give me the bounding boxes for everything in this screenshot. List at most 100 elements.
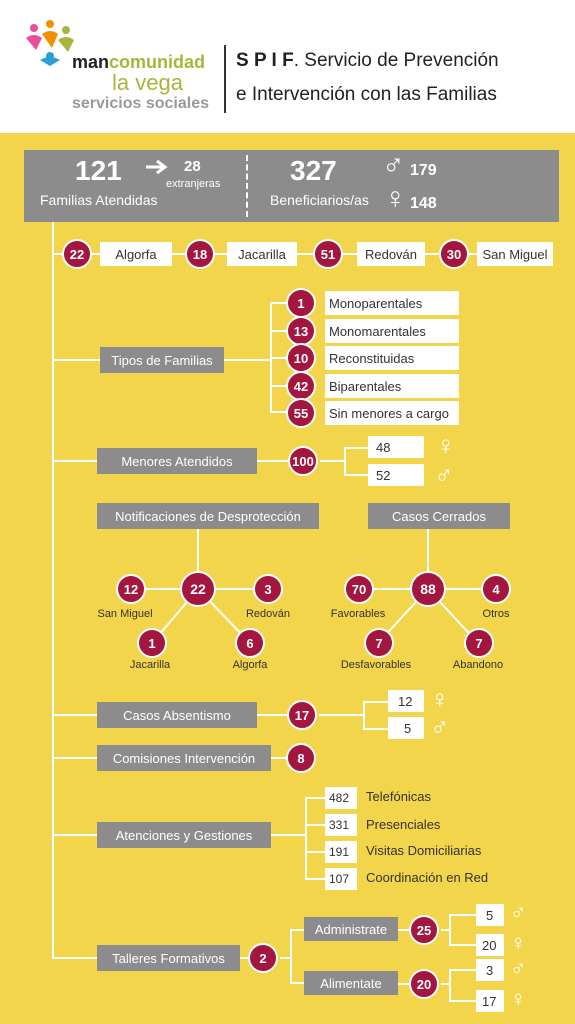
attention-count: 331 xyxy=(325,814,357,836)
notification-count: 3 xyxy=(253,574,283,604)
header-divider xyxy=(224,45,226,113)
notification-town: Redován xyxy=(245,608,291,620)
branch-line xyxy=(52,957,100,959)
workshops-count: 2 xyxy=(248,943,278,973)
family-type-name: Reconstituidas xyxy=(325,346,459,370)
branch-line xyxy=(305,851,325,853)
beneficiaries-label: Beneficiarios/as xyxy=(270,192,369,208)
workshop-male-count: 5 xyxy=(476,904,504,926)
family-types-label: Tipos de Familias xyxy=(100,347,224,373)
branch-line xyxy=(344,447,346,475)
notifications-total: 22 xyxy=(180,571,216,607)
minors-male-count: 52 xyxy=(368,464,424,486)
branch-line xyxy=(449,914,451,945)
closed-case-count: 70 xyxy=(344,574,374,604)
logo-tagline: servicios sociales xyxy=(72,95,209,112)
foreign-label: extranjeras xyxy=(166,178,221,190)
minors-female-count: 48 xyxy=(368,436,424,458)
absenteeism-label: Casos Absentismo xyxy=(97,702,257,728)
arrow-right-icon xyxy=(146,159,168,175)
town-name: Jacarilla xyxy=(227,242,297,266)
branch-line xyxy=(363,728,388,730)
attention-count: 482 xyxy=(325,787,357,809)
notification-town: San Miguel xyxy=(97,608,153,620)
town-count: 22 xyxy=(62,239,92,269)
notification-count: 12 xyxy=(116,574,146,604)
workshops-label: Talleres Formativos xyxy=(97,945,240,971)
attention-name: Presenciales xyxy=(366,817,441,832)
branch-line xyxy=(290,982,304,984)
page-title-acronym: S P I F xyxy=(236,50,294,71)
town-name: Algorfa xyxy=(100,242,172,266)
female-count: 148 xyxy=(410,195,437,212)
closed-case-label: Abandono xyxy=(452,659,504,671)
branch-line xyxy=(441,983,449,985)
families-label: Familias Atendidas xyxy=(40,192,158,208)
branch-line xyxy=(344,447,368,449)
branch-line xyxy=(270,330,290,332)
commissions-count: 8 xyxy=(286,743,316,773)
branch-line xyxy=(271,757,287,759)
female-symbol-icon: ♀ xyxy=(510,930,527,955)
logo-brand-part1: man xyxy=(72,52,110,72)
branch-line xyxy=(52,714,100,716)
branch-line xyxy=(270,411,290,413)
attention-name: Visitas Domiciliarias xyxy=(366,843,482,858)
page-title-line2: e Intervención con las Familias xyxy=(236,84,497,105)
town-name: San Miguel xyxy=(477,242,553,266)
family-type-name: Biparentales xyxy=(325,374,459,398)
notification-town: Jacarilla xyxy=(129,659,171,671)
closed-case-label: Desfavorables xyxy=(340,659,412,671)
male-symbol-icon: ♂ xyxy=(382,148,405,181)
male-symbol-icon: ♂ xyxy=(434,459,454,489)
town-count: 30 xyxy=(439,239,469,269)
minors-count: 100 xyxy=(288,446,318,476)
workshop-count: 25 xyxy=(409,915,439,945)
family-type-count: 42 xyxy=(286,371,316,401)
family-type-count: 55 xyxy=(286,398,316,428)
branch-line xyxy=(319,714,363,716)
male-symbol-icon: ♂ xyxy=(510,899,527,924)
branch-line xyxy=(270,357,290,359)
closed-case-label: Favorables xyxy=(330,608,386,620)
page-title-text1: . Servicio de Prevención xyxy=(293,50,499,71)
attention-name: Coordinación en Red xyxy=(366,870,489,885)
closed-case-count: 7 xyxy=(464,628,494,658)
town-name: Redován xyxy=(357,242,425,266)
branch-line xyxy=(449,1000,476,1002)
summary-box xyxy=(24,150,559,222)
branch-line xyxy=(398,929,410,931)
male-symbol-icon: ♂ xyxy=(430,711,450,741)
branch-line xyxy=(305,797,307,879)
branch-line xyxy=(449,969,476,971)
family-type-name: Monoparentales xyxy=(325,291,459,315)
branch-line xyxy=(305,797,325,799)
branch-line xyxy=(224,359,270,361)
absenteeism-male-count: 5 xyxy=(388,717,424,739)
branch-line xyxy=(257,714,291,716)
closed-case-count: 7 xyxy=(364,628,394,658)
branch-line xyxy=(363,701,365,729)
branch-line xyxy=(449,914,476,916)
logo-figures-icon xyxy=(26,20,74,66)
closed-case-label: Otros xyxy=(482,608,510,620)
workshop-female-count: 17 xyxy=(476,990,504,1012)
absenteeism-count: 17 xyxy=(287,700,317,730)
male-symbol-icon: ♂ xyxy=(510,955,527,980)
logo-subtitle: la vega xyxy=(112,70,183,95)
town-count: 18 xyxy=(185,239,215,269)
branch-line xyxy=(320,460,344,462)
branch-line xyxy=(240,957,250,959)
notifications-label: Notificaciones de Desprotección xyxy=(97,503,319,529)
family-type-count: 1 xyxy=(286,288,316,318)
branch-line xyxy=(271,834,305,836)
logo-brand: mancomunidad xyxy=(72,52,205,73)
notification-count: 1 xyxy=(137,628,167,658)
closed-cases-total: 88 xyxy=(410,571,446,607)
female-symbol-icon: ♀ xyxy=(510,986,527,1011)
workshop-name: Alimentate xyxy=(304,971,398,995)
workshop-female-count: 20 xyxy=(476,934,504,956)
summary-divider xyxy=(246,155,248,217)
absenteeism-female-count: 12 xyxy=(388,690,424,712)
branch-line xyxy=(257,460,291,462)
